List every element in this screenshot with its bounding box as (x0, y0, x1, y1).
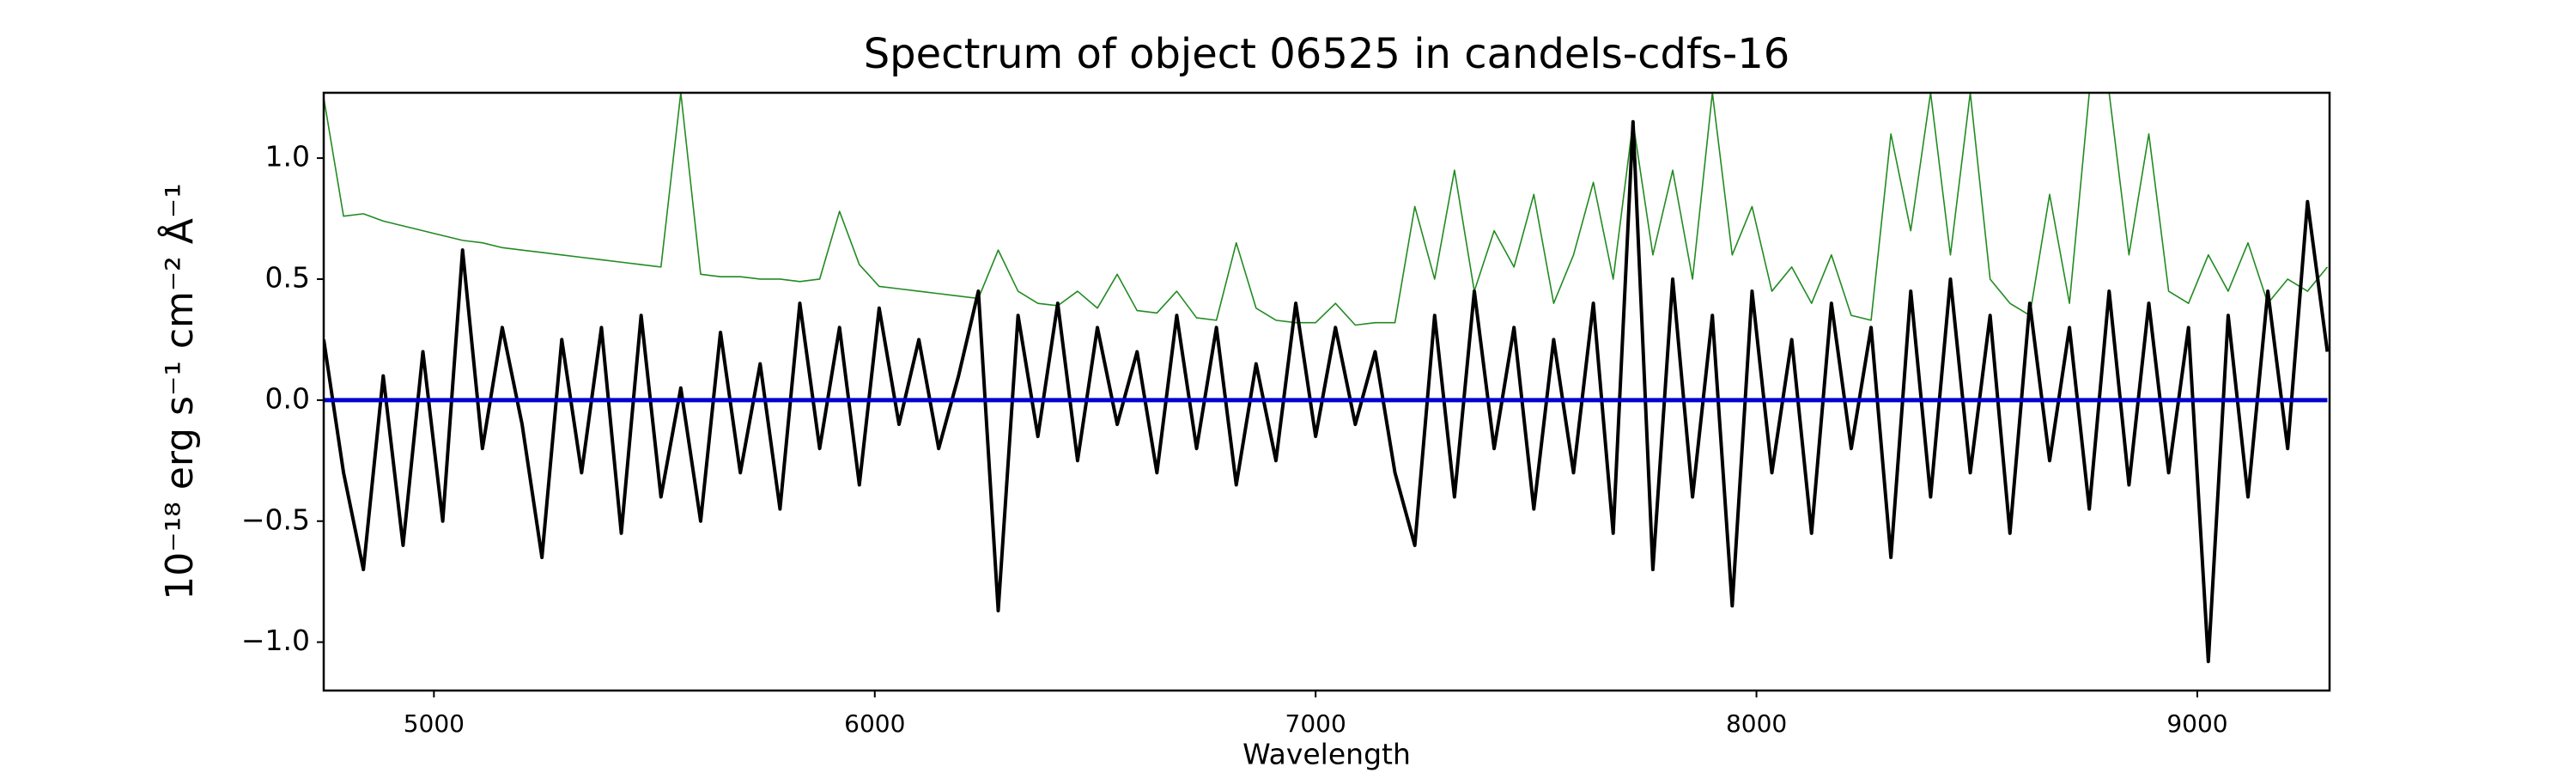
y-tick-label: −1.0 (241, 624, 310, 657)
x-tick-label: 7000 (1285, 709, 1346, 738)
x-axis-label: Wavelength (1242, 738, 1411, 771)
y-tick-label: 0.0 (265, 381, 310, 415)
axes-frame (322, 91, 2331, 692)
y-tick-label: 1.0 (265, 140, 310, 173)
y-axis-label: 10⁻¹⁸ erg s⁻¹ cm⁻² Å⁻¹ (156, 183, 202, 600)
spectrum-line (324, 119, 2330, 664)
x-tick-label: 5000 (404, 709, 465, 738)
x-tick-label: 9000 (2166, 709, 2227, 738)
x-tick-label: 6000 (844, 709, 905, 738)
plot-area (324, 93, 2330, 664)
y-tick-label: −0.5 (241, 502, 310, 536)
x-tick-label: 8000 (1726, 709, 1787, 738)
chart-title: Spectrum of object 06525 in candels-cdfs… (864, 30, 1790, 78)
spectrum-line (324, 93, 2329, 326)
y-tick-label: 0.5 (265, 260, 310, 294)
